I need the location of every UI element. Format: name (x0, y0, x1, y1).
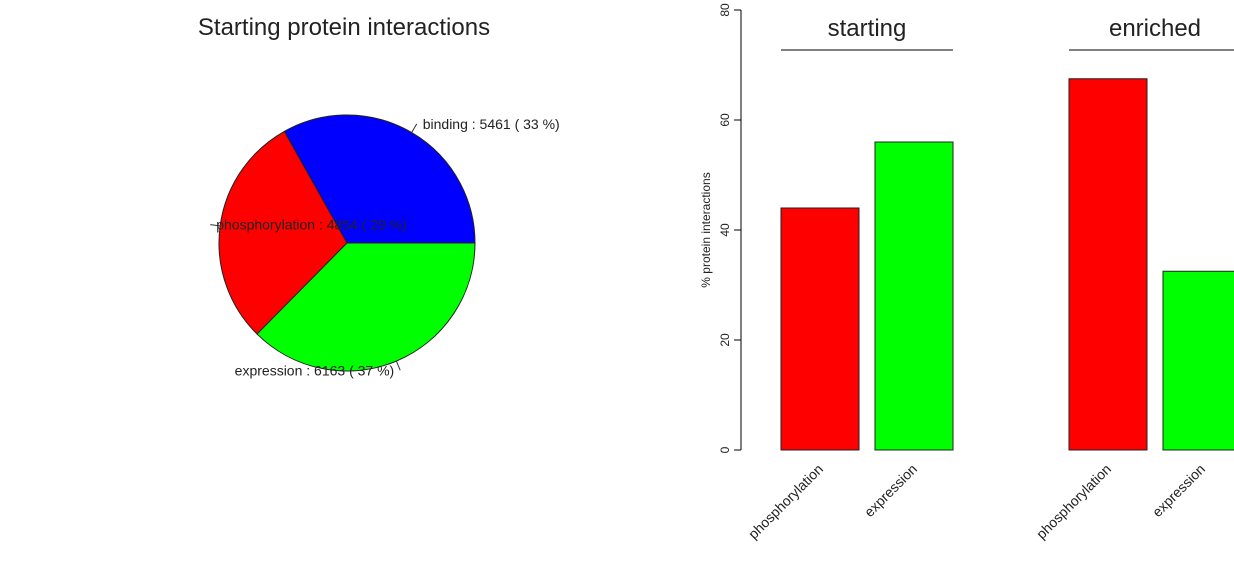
pie-slices (218, 114, 476, 372)
category-label-enriched-phosphorylation: phosphorylation (1033, 461, 1114, 542)
bar-chart: % protein interactions 0 20 40 60 80 startin… (699, 3, 1234, 542)
bar-starting-expression (874, 141, 954, 451)
group-label-starting: starting (828, 15, 907, 42)
bar-enriched-phosphorylation (1068, 78, 1148, 451)
category-label-starting-expression: expression (861, 461, 920, 520)
bars (780, 78, 1234, 451)
y-axis: 0 20 40 60 80 (718, 3, 742, 453)
pie-leader-line-phosphorylation (210, 224, 221, 227)
category-label-enriched-expression: expression (1149, 461, 1208, 520)
y-tick-label-40: 40 (718, 223, 732, 237)
pie-label-expression: expression : 6163 ( 37 %) (235, 362, 395, 378)
pie-slice-labels: binding : 5461 ( 33 %) phosphorylation : … (210, 116, 560, 378)
category-label-starting-phosphorylation: phosphorylation (745, 461, 826, 542)
bar-starting-phosphorylation (780, 207, 860, 451)
pie-label-binding: binding : 5461 ( 33 %) (423, 116, 560, 132)
y-axis-label: % protein interactions (699, 172, 713, 287)
category-labels: phosphorylation expression phosphorylation… (745, 461, 1208, 542)
pie-chart: Starting protein interactions binding : … (198, 14, 560, 378)
y-tick-label-60: 60 (718, 113, 732, 127)
group-label-enriched: enriched (1109, 15, 1201, 42)
y-tick-label-0: 0 (718, 446, 732, 453)
bar-enriched-expression (1162, 270, 1234, 451)
pie-label-phosphorylation: phosphorylation : 4854 ( 29 %) (216, 217, 407, 233)
pie-leader-line-binding (411, 123, 418, 133)
pie-chart-title: Starting protein interactions (198, 14, 490, 41)
y-tick-label-20: 20 (718, 333, 732, 347)
pie-slice-binding (283, 114, 476, 244)
pie-leader-line-expression (395, 360, 401, 371)
group-headers: starting enriched (781, 15, 1234, 51)
y-tick-label-80: 80 (718, 3, 732, 17)
